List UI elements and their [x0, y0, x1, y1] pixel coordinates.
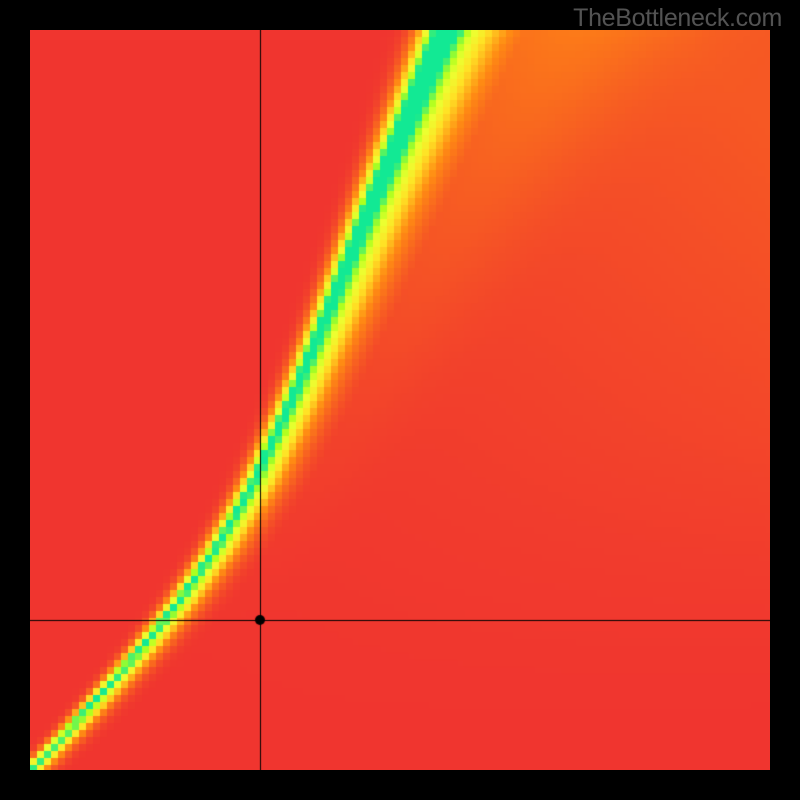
plot-container: TheBottleneck.com: [0, 0, 800, 800]
watermark-text: TheBottleneck.com: [573, 4, 782, 33]
heatmap-canvas: [30, 30, 770, 770]
